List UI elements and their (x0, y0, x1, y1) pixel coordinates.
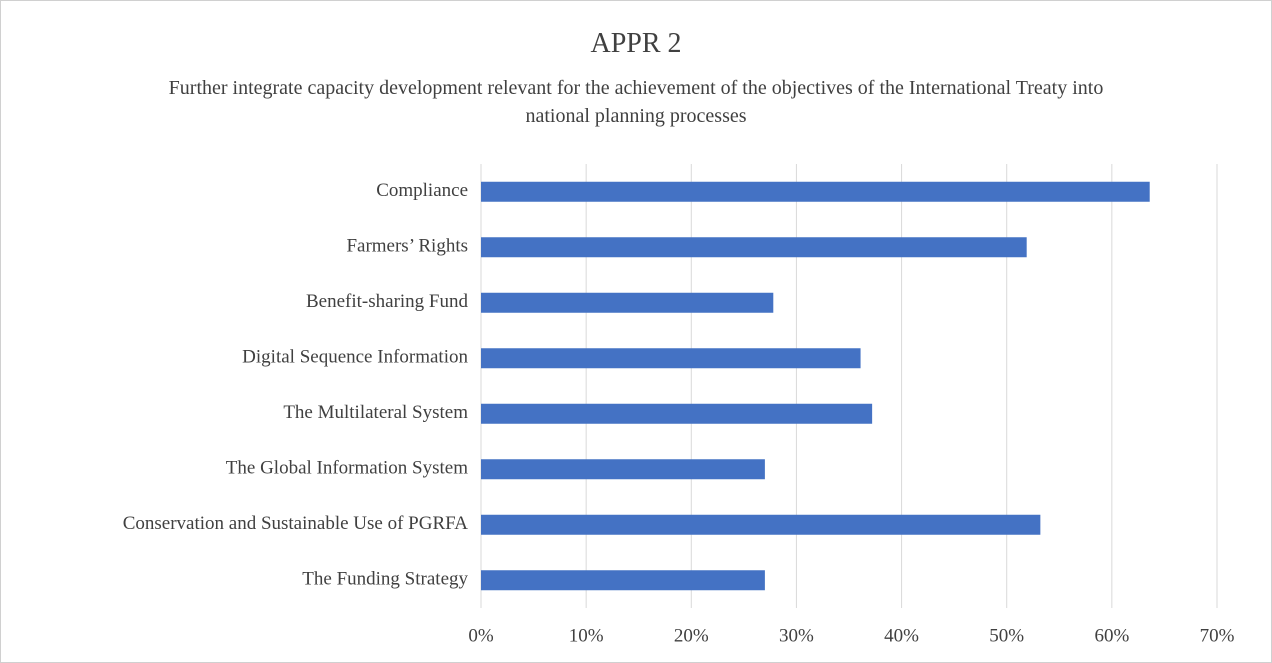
x-tick-label: 0% (468, 625, 494, 646)
bar (481, 403, 873, 424)
chart-title: APPR 2 (590, 28, 682, 59)
y-tick-label: Farmers’ Rights (346, 236, 468, 257)
bar (481, 459, 765, 480)
x-tick-label: 20% (674, 625, 709, 646)
y-tick-label: Conservation and Sustainable Use of PGRF… (123, 513, 469, 534)
y-tick-label: Digital Sequence Information (242, 347, 468, 368)
x-tick-label: 40% (884, 625, 919, 646)
y-tick-label: Benefit-sharing Fund (306, 291, 469, 312)
bar (481, 237, 1027, 258)
bar (481, 348, 861, 369)
x-tick-label: 30% (779, 625, 814, 646)
x-tick-label: 10% (569, 625, 604, 646)
bar (481, 514, 1041, 535)
x-tick-label: 50% (989, 625, 1024, 646)
bar (481, 570, 765, 591)
y-tick-label: The Multilateral System (283, 402, 468, 423)
x-tick-label: 70% (1200, 625, 1235, 646)
y-tick-label: The Global Information System (226, 458, 468, 479)
bar (481, 181, 1150, 202)
bar (481, 292, 774, 313)
x-tick-label: 60% (1094, 625, 1129, 646)
y-tick-label: Compliance (376, 180, 468, 201)
y-tick-label: The Funding Strategy (302, 569, 468, 590)
chart-subtitle: Further integrate capacity development r… (168, 77, 1104, 127)
